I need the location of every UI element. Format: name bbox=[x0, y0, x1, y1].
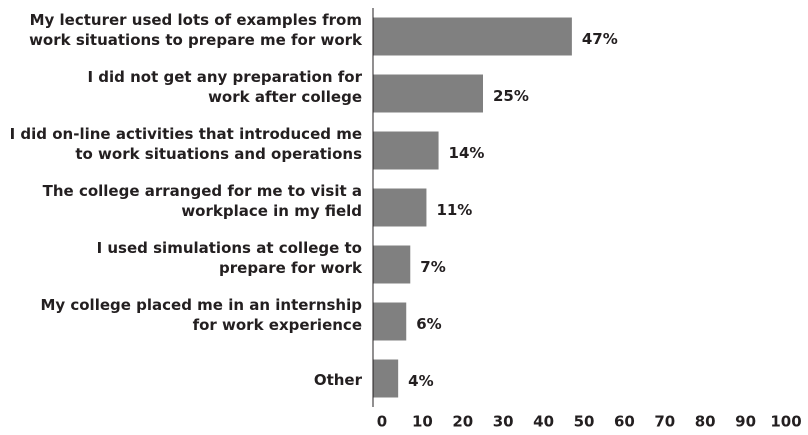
category-label: The college arranged for me to visit a bbox=[43, 182, 362, 200]
category-label: workplace in my field bbox=[181, 202, 362, 220]
category-label: My college placed me in an internship bbox=[40, 296, 362, 314]
x-tick-label: 10 bbox=[412, 413, 433, 431]
category-label: work situations to prepare me for work bbox=[29, 31, 363, 49]
bar bbox=[373, 131, 439, 170]
x-tick-label: 70 bbox=[654, 413, 675, 431]
x-tick-label: 80 bbox=[695, 413, 716, 431]
bar bbox=[373, 359, 399, 398]
value-label: 7% bbox=[420, 258, 445, 276]
x-tick-label: 30 bbox=[493, 413, 514, 431]
bar bbox=[373, 188, 427, 227]
category-label: to work situations and operations bbox=[75, 145, 362, 163]
bar bbox=[373, 302, 407, 341]
category-label: I did on-line activities that introduced… bbox=[10, 125, 362, 143]
bar bbox=[373, 74, 483, 113]
category-label: work after college bbox=[208, 88, 362, 106]
x-tick-label: 50 bbox=[574, 413, 595, 431]
x-tick-label: 90 bbox=[735, 413, 756, 431]
value-label: 25% bbox=[493, 87, 529, 105]
value-label: 11% bbox=[436, 201, 472, 219]
value-label: 47% bbox=[582, 30, 618, 48]
bar bbox=[373, 17, 572, 56]
category-label: prepare for work bbox=[219, 259, 363, 277]
category-label: Other bbox=[314, 371, 363, 389]
x-tick-label: 20 bbox=[452, 413, 473, 431]
value-label: 4% bbox=[408, 372, 433, 390]
x-tick-label: 0 bbox=[377, 413, 387, 431]
x-tick-label: 40 bbox=[533, 413, 554, 431]
x-tick-label: 60 bbox=[614, 413, 635, 431]
value-label: 14% bbox=[449, 144, 485, 162]
category-label: I did not get any preparation for bbox=[87, 68, 362, 86]
value-label: 6% bbox=[416, 315, 441, 333]
bar bbox=[373, 245, 411, 284]
category-label: My lecturer used lots of examples from bbox=[30, 11, 362, 29]
x-tick-label: 100 bbox=[770, 413, 801, 431]
category-label: I used simulations at college to bbox=[97, 239, 362, 257]
category-label: for work experience bbox=[193, 316, 362, 334]
